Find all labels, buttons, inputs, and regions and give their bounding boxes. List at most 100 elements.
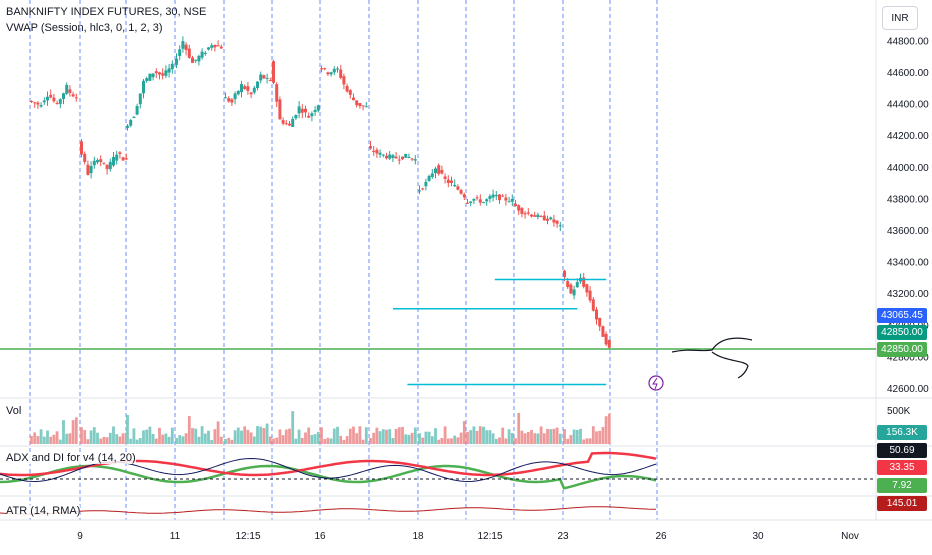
symbol-title[interactable]: BANKNIFTY INDEX FUTURES, 30, NSE — [6, 6, 207, 18]
candle-body-110 — [385, 155, 388, 159]
volume-bar-146 — [501, 427, 505, 444]
price-axis[interactable]: 44800.00 44600.00 44400.00 44200.00 44000.00… — [887, 36, 929, 417]
volume-bar-2 — [36, 436, 40, 444]
candle-body-154 — [526, 212, 530, 214]
candle-body-8 — [55, 103, 59, 105]
volume-bar-46 — [178, 435, 182, 444]
candle-body-150 — [514, 203, 517, 207]
time-axis[interactable]: 9 11 12:15 16 18 12:15 23 26 30 Nov — [77, 531, 859, 542]
volume-bar-157 — [536, 433, 540, 444]
candle-body-57 — [213, 44, 217, 48]
candle-body-174 — [591, 299, 595, 311]
volume-bar-26 — [115, 434, 119, 444]
volume-bar-122 — [424, 431, 428, 444]
volume-bar-56 — [210, 439, 214, 444]
volume-bar-42 — [164, 433, 168, 444]
time-tick-8: 30 — [752, 531, 764, 542]
volume-bar-6 — [49, 436, 53, 444]
candle-body-83 — [297, 106, 301, 114]
candle-body-55 — [207, 47, 210, 50]
candle-body-95 — [336, 68, 339, 70]
candle-body-68 — [249, 92, 253, 95]
volume-bar-62 — [230, 439, 234, 444]
vwap-indicator-label[interactable]: VWAP (Session, hlc3, 0, 1, 2, 3) — [6, 22, 163, 34]
candle-body-7 — [52, 97, 56, 102]
volume-pane[interactable] — [30, 411, 611, 444]
candle-body-96 — [339, 69, 343, 78]
candle-body-98 — [345, 85, 349, 92]
candle-body-58 — [216, 45, 220, 47]
volume-bar-125 — [434, 428, 437, 444]
currency-button[interactable]: INR — [882, 6, 918, 30]
volume-bar-109 — [381, 429, 385, 444]
candle-body-168 — [572, 289, 576, 296]
candle-body-39 — [154, 71, 158, 74]
candle-body-33 — [135, 106, 139, 115]
candle-body-65 — [240, 84, 243, 93]
candle-body-125 — [434, 168, 437, 174]
horizontal-line-price-tag: 42850.00 — [877, 342, 927, 357]
candle-body-147 — [504, 197, 508, 201]
time-tick-4: 18 — [412, 531, 424, 542]
candle-body-52 — [197, 55, 201, 62]
candle-body-91 — [323, 68, 327, 70]
candle-body-62 — [230, 99, 234, 103]
time-tick-6: 23 — [557, 531, 569, 542]
candle-body-163 — [555, 220, 559, 224]
candle-body-50 — [191, 57, 194, 63]
candle-body-76 — [275, 84, 279, 102]
candle-body-42 — [164, 70, 168, 76]
volume-bar-1 — [33, 432, 37, 444]
candle-body-160 — [546, 218, 549, 221]
candle-body-143 — [491, 194, 495, 198]
volume-bar-35 — [142, 430, 145, 444]
candle-body-4 — [42, 100, 46, 103]
volume-bar-160 — [546, 428, 549, 444]
candle-body-144 — [494, 195, 498, 197]
candle-body-0 — [30, 100, 33, 102]
candle-body-9 — [58, 99, 62, 104]
drawings[interactable] — [648, 337, 753, 391]
candle-body-127 — [440, 169, 444, 174]
volume-bar-118 — [410, 432, 414, 444]
candle-body-79 — [284, 123, 288, 125]
volume-bar-116 — [404, 434, 408, 444]
volume-bar-22 — [102, 436, 106, 444]
volume-bar-50 — [191, 428, 194, 444]
volume-bar-78 — [281, 435, 285, 444]
atr-pane[interactable] — [0, 506, 656, 515]
volume-bar-131 — [453, 435, 457, 444]
volume-bar-119 — [413, 427, 417, 444]
candle-body-173 — [588, 290, 592, 301]
adx-pane-label[interactable]: ADX and DI for v4 (14, 20) — [6, 452, 136, 464]
atr-pane-label[interactable]: ATR (14, RMA) — [6, 505, 81, 517]
adx-value-tag: 50.69 — [877, 443, 927, 458]
volume-bar-111 — [388, 429, 392, 444]
volume-bar-47 — [181, 436, 185, 444]
volume-bar-80 — [288, 428, 291, 444]
volume-pane-label[interactable]: Vol — [6, 405, 22, 417]
volume-bar-172 — [585, 438, 589, 444]
volume-bar-57 — [213, 429, 217, 444]
price-pane[interactable] — [0, 36, 876, 386]
price-tick-5: 43800.00 — [887, 194, 929, 205]
candle-body-126 — [437, 165, 441, 174]
candle-body-18 — [89, 166, 93, 174]
candle-body-67 — [246, 86, 250, 91]
volume-bar-152 — [520, 430, 524, 444]
volume-bar-89 — [316, 431, 320, 444]
volume-bar-16 — [83, 430, 87, 444]
volume-bar-97 — [342, 439, 346, 444]
volume-bar-123 — [427, 431, 431, 444]
volume-bar-30 — [126, 414, 129, 444]
volume-bar-155 — [530, 430, 533, 444]
volume-bar-39 — [154, 438, 158, 444]
candle-body-63 — [233, 93, 237, 100]
candle-body-16 — [83, 153, 87, 163]
candle-body-11 — [65, 84, 69, 94]
candle-body-93 — [329, 72, 333, 75]
candle-body-92 — [326, 72, 330, 75]
candle-body-29 — [124, 158, 128, 160]
